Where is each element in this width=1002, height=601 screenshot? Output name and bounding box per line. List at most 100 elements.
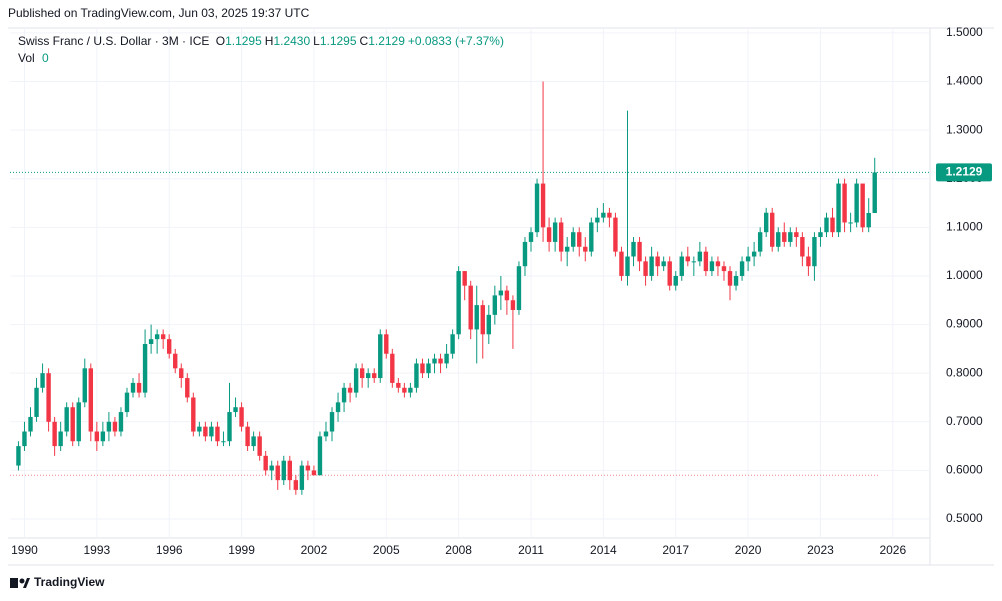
candle-body bbox=[396, 382, 401, 388]
candle-body bbox=[52, 421, 57, 447]
candle-body bbox=[323, 431, 329, 437]
candle-body bbox=[504, 290, 510, 301]
ohlc-label: H bbox=[265, 34, 274, 48]
candle-body bbox=[28, 416, 33, 432]
x-tick-label: 2023 bbox=[807, 543, 834, 557]
candle-body bbox=[311, 470, 317, 476]
candle-body bbox=[317, 436, 323, 476]
y-tick-label: 0.7000 bbox=[946, 414, 983, 428]
y-tick-label: 1.4000 bbox=[946, 74, 983, 88]
ohlc-label: C bbox=[360, 34, 369, 48]
candle-body bbox=[528, 232, 534, 242]
candle-body bbox=[450, 334, 455, 354]
candle-body bbox=[191, 397, 196, 432]
candle-body bbox=[691, 261, 697, 263]
candle-body bbox=[703, 251, 709, 272]
candle-body bbox=[94, 431, 100, 442]
candle-body bbox=[480, 305, 485, 335]
candle-body bbox=[595, 217, 600, 223]
candle-body bbox=[824, 217, 829, 233]
ohlc-value: 1.1295 bbox=[320, 34, 357, 48]
candle-body bbox=[112, 421, 118, 432]
brand: TradingView bbox=[34, 575, 105, 589]
candle-body bbox=[22, 431, 27, 447]
candle-body bbox=[384, 334, 389, 354]
candle-body bbox=[305, 465, 311, 471]
candle-body bbox=[667, 261, 672, 286]
candle-body bbox=[589, 222, 594, 252]
candle-body bbox=[34, 387, 39, 417]
y-tick-label: 0.6000 bbox=[946, 463, 983, 477]
candle-body bbox=[209, 426, 214, 437]
candle-body bbox=[124, 392, 130, 413]
candle-body bbox=[794, 232, 799, 238]
ohlc-value: 1.1295 bbox=[225, 34, 262, 48]
candle-body bbox=[818, 232, 823, 238]
candle-body bbox=[637, 241, 642, 262]
candle-body bbox=[812, 237, 817, 267]
candle-body bbox=[872, 172, 877, 213]
candle-body bbox=[552, 222, 558, 242]
candle-body bbox=[341, 387, 347, 403]
candle-body bbox=[776, 232, 781, 247]
candle-body bbox=[154, 334, 160, 340]
candle-body bbox=[727, 271, 733, 286]
candle-body bbox=[649, 256, 654, 276]
price-label: 1.2129 bbox=[946, 165, 983, 179]
x-tick-label: 1996 bbox=[156, 543, 183, 557]
ohlc-value: 1.2129 bbox=[368, 34, 405, 48]
candle-body bbox=[733, 275, 739, 286]
candle-body bbox=[40, 373, 45, 388]
candle-body bbox=[673, 275, 678, 286]
x-tick-label: 2002 bbox=[301, 543, 328, 557]
candle-body bbox=[359, 368, 365, 379]
candle-body bbox=[782, 232, 787, 242]
candle-body bbox=[329, 412, 335, 432]
candle-body bbox=[770, 212, 775, 247]
candle-body bbox=[866, 212, 871, 228]
candle-body bbox=[631, 241, 636, 257]
ohlc-value: 1.2430 bbox=[273, 34, 310, 48]
x-tick-label: 2008 bbox=[445, 543, 472, 557]
candle-body bbox=[498, 290, 504, 296]
candle-body bbox=[221, 441, 226, 443]
candle-body bbox=[564, 246, 570, 252]
candle-body bbox=[456, 271, 461, 335]
x-tick-label: 2026 bbox=[879, 543, 906, 557]
candle-body bbox=[215, 426, 220, 442]
candle-body bbox=[426, 363, 431, 374]
candle-body bbox=[402, 387, 407, 393]
candle-body bbox=[492, 295, 498, 315]
candle-body bbox=[263, 455, 268, 471]
candle-body bbox=[353, 368, 359, 393]
candle-body bbox=[251, 436, 256, 447]
candle-body bbox=[16, 446, 21, 466]
candle-body bbox=[173, 353, 178, 369]
candle-body bbox=[709, 261, 715, 272]
candle-body bbox=[757, 232, 763, 252]
candle-body bbox=[136, 382, 142, 393]
candle-body bbox=[577, 232, 582, 247]
candle-body bbox=[830, 217, 835, 233]
plot bbox=[10, 28, 930, 538]
x-tick-label: 1993 bbox=[83, 543, 110, 557]
candle-body bbox=[408, 387, 413, 393]
candle-body bbox=[233, 407, 238, 413]
candle-body bbox=[269, 465, 274, 471]
y-tick-label: 1.5000 bbox=[946, 25, 983, 39]
candle-body bbox=[281, 460, 286, 481]
x-tick-label: 2020 bbox=[735, 543, 762, 557]
published: Published on TradingView.com, Jun 03, 20… bbox=[8, 6, 310, 20]
candle-body bbox=[118, 412, 124, 432]
candle-body bbox=[474, 305, 479, 330]
logo bbox=[10, 578, 30, 588]
candle-body bbox=[854, 183, 859, 223]
candle-body bbox=[486, 314, 491, 335]
candle-body bbox=[185, 378, 190, 398]
y-tick-label: 1.3000 bbox=[946, 122, 983, 136]
candle-body bbox=[58, 431, 63, 447]
candle-body bbox=[197, 426, 202, 432]
candle-body bbox=[788, 232, 793, 242]
x-tick-label: 2014 bbox=[590, 543, 617, 557]
